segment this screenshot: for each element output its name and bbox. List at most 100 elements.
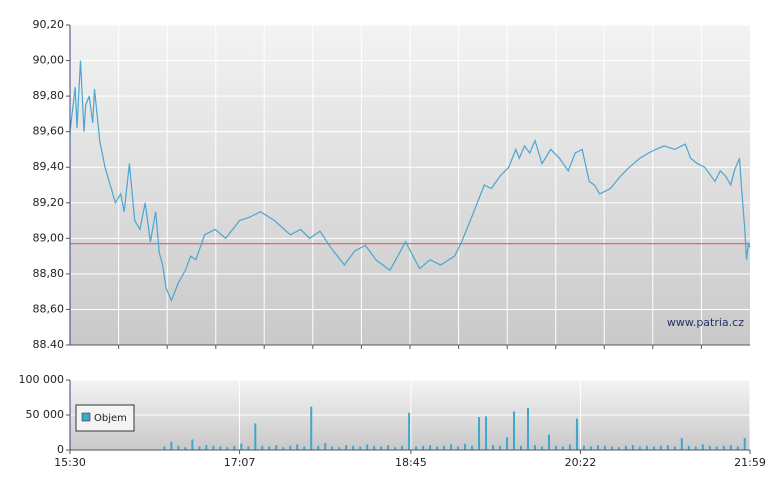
volume-bar bbox=[275, 445, 278, 450]
volume-bar bbox=[547, 434, 550, 450]
volume-bar bbox=[589, 446, 592, 450]
volume-bar bbox=[303, 446, 306, 450]
volume-bar bbox=[338, 447, 341, 450]
volume-bar bbox=[540, 446, 543, 450]
volume-bar bbox=[394, 447, 397, 450]
volume-bar bbox=[205, 445, 208, 450]
volume-bar bbox=[645, 445, 648, 450]
legend-swatch bbox=[81, 412, 91, 422]
volume-bar bbox=[233, 445, 236, 450]
volume-bar bbox=[268, 446, 271, 450]
x-tick-label: 15:30 bbox=[54, 456, 86, 469]
volume-bar bbox=[603, 445, 606, 450]
y-tick-label: 89,40 bbox=[33, 160, 65, 173]
volume-bar bbox=[575, 418, 578, 450]
volume-bar bbox=[163, 446, 166, 450]
volume-bar bbox=[471, 445, 474, 450]
volume-bar bbox=[324, 443, 327, 450]
volume-bar bbox=[526, 408, 529, 450]
volume-bar bbox=[743, 438, 746, 450]
x-tick-label: 21:59 bbox=[734, 456, 766, 469]
volume-bar bbox=[687, 445, 690, 450]
volume-bar bbox=[708, 445, 711, 450]
volume-bar bbox=[722, 445, 725, 450]
y-tick-label: 89,20 bbox=[33, 196, 65, 209]
price-line bbox=[69, 60, 751, 303]
y-tick-label: 50 000 bbox=[26, 408, 65, 421]
volume-bar bbox=[638, 446, 641, 450]
volume-bar bbox=[680, 438, 683, 450]
volume-bar bbox=[296, 444, 299, 450]
volume-bar bbox=[596, 445, 599, 450]
volume-bar bbox=[359, 446, 362, 450]
volume-bar bbox=[520, 445, 523, 450]
volume-bar bbox=[184, 447, 187, 450]
x-tick-label: 18:45 bbox=[395, 456, 427, 469]
volume-bar bbox=[582, 445, 585, 450]
volume-bar bbox=[191, 439, 194, 450]
volume-bar bbox=[310, 406, 313, 450]
volume-bar bbox=[170, 441, 173, 450]
volume-bar bbox=[345, 445, 348, 450]
volume-bar bbox=[673, 446, 676, 450]
volume-bar bbox=[317, 445, 320, 450]
volume-bar bbox=[561, 446, 564, 450]
y-tick-label: 100 000 bbox=[19, 373, 65, 386]
volume-bar bbox=[380, 446, 383, 450]
watermark: www.patria.cz bbox=[667, 316, 744, 329]
volume-bar bbox=[240, 443, 243, 450]
volume-bar bbox=[631, 445, 634, 450]
volume-bar bbox=[729, 445, 732, 450]
x-tick-label: 20:22 bbox=[565, 456, 597, 469]
volume-bar bbox=[247, 446, 250, 450]
volume-bar bbox=[694, 446, 697, 450]
volume-bar bbox=[478, 417, 481, 450]
volume-bar bbox=[499, 445, 502, 450]
volume-bar bbox=[457, 446, 460, 450]
volume-bar bbox=[443, 445, 446, 450]
volume-bar bbox=[387, 445, 390, 450]
volume-bar bbox=[659, 445, 662, 450]
y-tick-label: 89,60 bbox=[33, 125, 65, 138]
y-tick-label: 0 bbox=[57, 443, 64, 456]
volume-bar bbox=[666, 445, 669, 450]
volume-bar bbox=[198, 446, 201, 450]
volume-bar bbox=[485, 416, 488, 450]
volume-bar bbox=[506, 437, 509, 450]
volume-bar bbox=[373, 445, 376, 450]
volume-bar bbox=[701, 444, 704, 450]
volume-bar bbox=[715, 446, 718, 450]
volume-bar bbox=[366, 444, 369, 450]
volume-bar bbox=[652, 446, 655, 450]
y-tick-label: 90,20 bbox=[33, 18, 65, 31]
x-tick-label: 17:07 bbox=[224, 456, 256, 469]
volume-bar bbox=[624, 445, 627, 450]
volume-bar bbox=[610, 446, 613, 450]
y-tick-label: 88,60 bbox=[33, 302, 65, 315]
volume-bar bbox=[331, 446, 334, 450]
volume-bar bbox=[533, 445, 536, 450]
y-tick-label: 90,00 bbox=[33, 54, 65, 67]
volume-bar bbox=[261, 445, 264, 450]
volume-bar bbox=[436, 446, 439, 450]
y-tick-label: 88.40 bbox=[33, 338, 65, 351]
volume-bar bbox=[219, 446, 222, 450]
volume-bar bbox=[617, 447, 620, 450]
volume-bar bbox=[408, 412, 411, 450]
volume-bar bbox=[450, 444, 453, 450]
volume-bar bbox=[226, 447, 229, 450]
volume-bar bbox=[429, 445, 432, 450]
legend-label: Objem bbox=[94, 413, 127, 424]
volume-bar bbox=[513, 411, 516, 450]
volume-bar bbox=[289, 445, 292, 450]
volume-bar bbox=[464, 443, 467, 450]
volume-bar bbox=[568, 444, 571, 450]
volume-bar bbox=[492, 445, 495, 450]
y-tick-label: 89,80 bbox=[33, 89, 65, 102]
volume-bar bbox=[401, 445, 404, 450]
volume-bar bbox=[352, 445, 355, 450]
y-tick-label: 89,00 bbox=[33, 231, 65, 244]
volume-bar bbox=[254, 423, 257, 450]
volume-bar bbox=[415, 446, 418, 450]
